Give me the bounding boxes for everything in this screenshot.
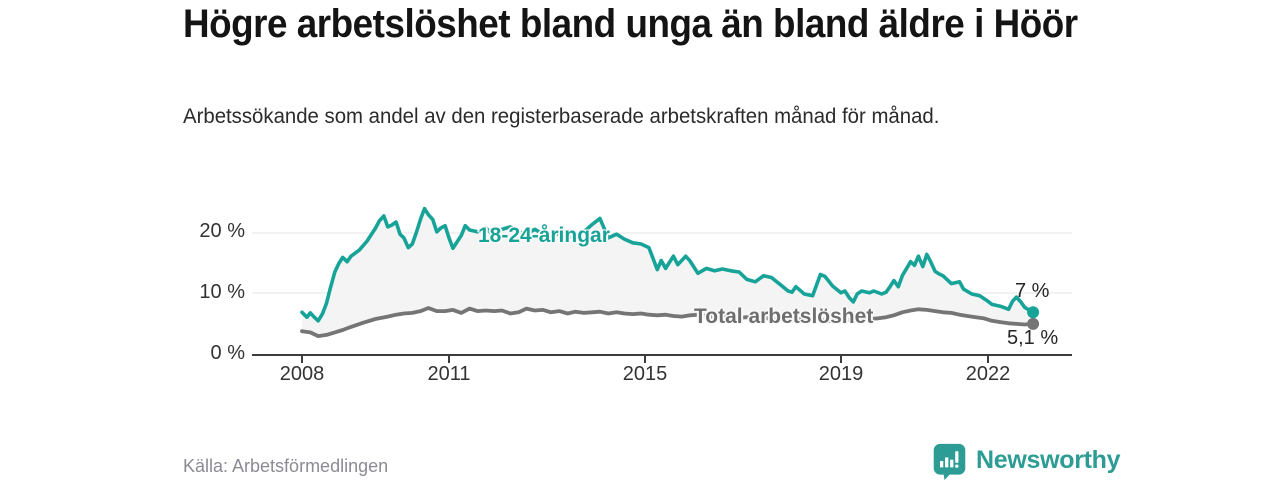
line-chart-canvas xyxy=(252,206,1072,363)
endpoint-dot-total xyxy=(1027,317,1040,330)
x-tick-label-2008: 2008 xyxy=(279,363,325,385)
bar-chart-glyph xyxy=(940,451,959,468)
series-label-total-arbetsloshet: Total arbetslöshet xyxy=(694,305,874,328)
y-tick-label-0: 0 % xyxy=(210,342,245,364)
newsworthy-speech-bubble-chart-icon xyxy=(933,443,966,480)
endpoint-dot-youth xyxy=(1027,306,1040,319)
newsworthy-wordmark: Newsworthy xyxy=(976,446,1121,474)
area-between-series xyxy=(302,208,1034,337)
y-tick-label-10: 10 % xyxy=(199,281,245,303)
page-title: Högre arbetslöshet bland unga än bland ä… xyxy=(183,2,1078,46)
x-tick-label-2011: 2011 xyxy=(427,363,471,385)
x-tick-label-2022: 2022 xyxy=(965,363,1011,385)
source-attribution: Källa: Arbetsförmedlingen xyxy=(183,456,389,476)
end-value-label-youth: 7 % xyxy=(1015,280,1050,302)
series-label-18-24-aringar: 18-24-åringar xyxy=(478,224,610,247)
page-subtitle: Arbetssökande som andel av den registerb… xyxy=(183,105,940,128)
line-total-arbetsloshet xyxy=(300,306,1035,339)
x-tick-label-2015: 2015 xyxy=(622,363,668,385)
line-18-24-aringar xyxy=(300,206,1035,323)
x-tick-label-2019: 2019 xyxy=(818,363,864,385)
x-axis-ticks xyxy=(301,355,989,363)
end-value-label-total: 5,1 % xyxy=(1007,327,1059,349)
y-tick-label-20: 20 % xyxy=(199,220,245,242)
